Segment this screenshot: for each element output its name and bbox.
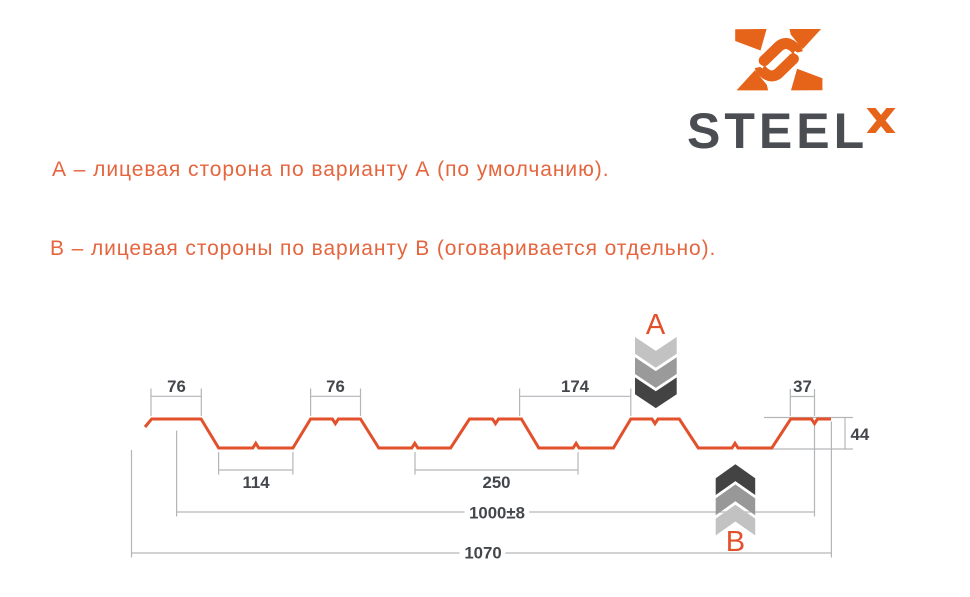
svg-text:174: 174 [561, 377, 590, 396]
svg-text:1070: 1070 [464, 544, 501, 563]
svg-text:1000±8: 1000±8 [469, 504, 525, 523]
svg-text:37: 37 [793, 377, 812, 396]
svg-text:76: 76 [326, 377, 345, 396]
svg-text:250: 250 [483, 473, 511, 492]
svg-text:76: 76 [167, 377, 186, 396]
svg-text:44: 44 [851, 425, 870, 444]
svg-text:A: A [646, 309, 666, 341]
svg-text:B: B [726, 526, 745, 558]
svg-text:114: 114 [242, 473, 270, 492]
